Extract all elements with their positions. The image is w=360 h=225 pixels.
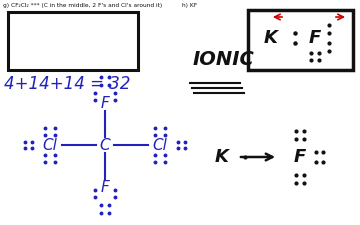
- Text: F: F: [101, 95, 109, 110]
- Text: F: F: [309, 29, 321, 47]
- Text: 4+14+14 = 32: 4+14+14 = 32: [4, 75, 130, 93]
- Bar: [8, 12, 138, 70]
- Text: h) KF: h) KF: [182, 3, 197, 8]
- Text: Cl: Cl: [42, 137, 58, 153]
- Text: K: K: [264, 29, 278, 47]
- Text: F: F: [294, 148, 306, 166]
- Text: C: C: [100, 137, 110, 153]
- Bar: [248, 10, 353, 70]
- Text: K: K: [215, 148, 229, 166]
- Text: Cl: Cl: [153, 137, 167, 153]
- Text: g) CF₂Cl₂ *** (C in the middle, 2 F's and Cl's around it): g) CF₂Cl₂ *** (C in the middle, 2 F's an…: [3, 3, 162, 8]
- Text: F: F: [101, 180, 109, 194]
- Text: IONIC: IONIC: [193, 50, 255, 69]
